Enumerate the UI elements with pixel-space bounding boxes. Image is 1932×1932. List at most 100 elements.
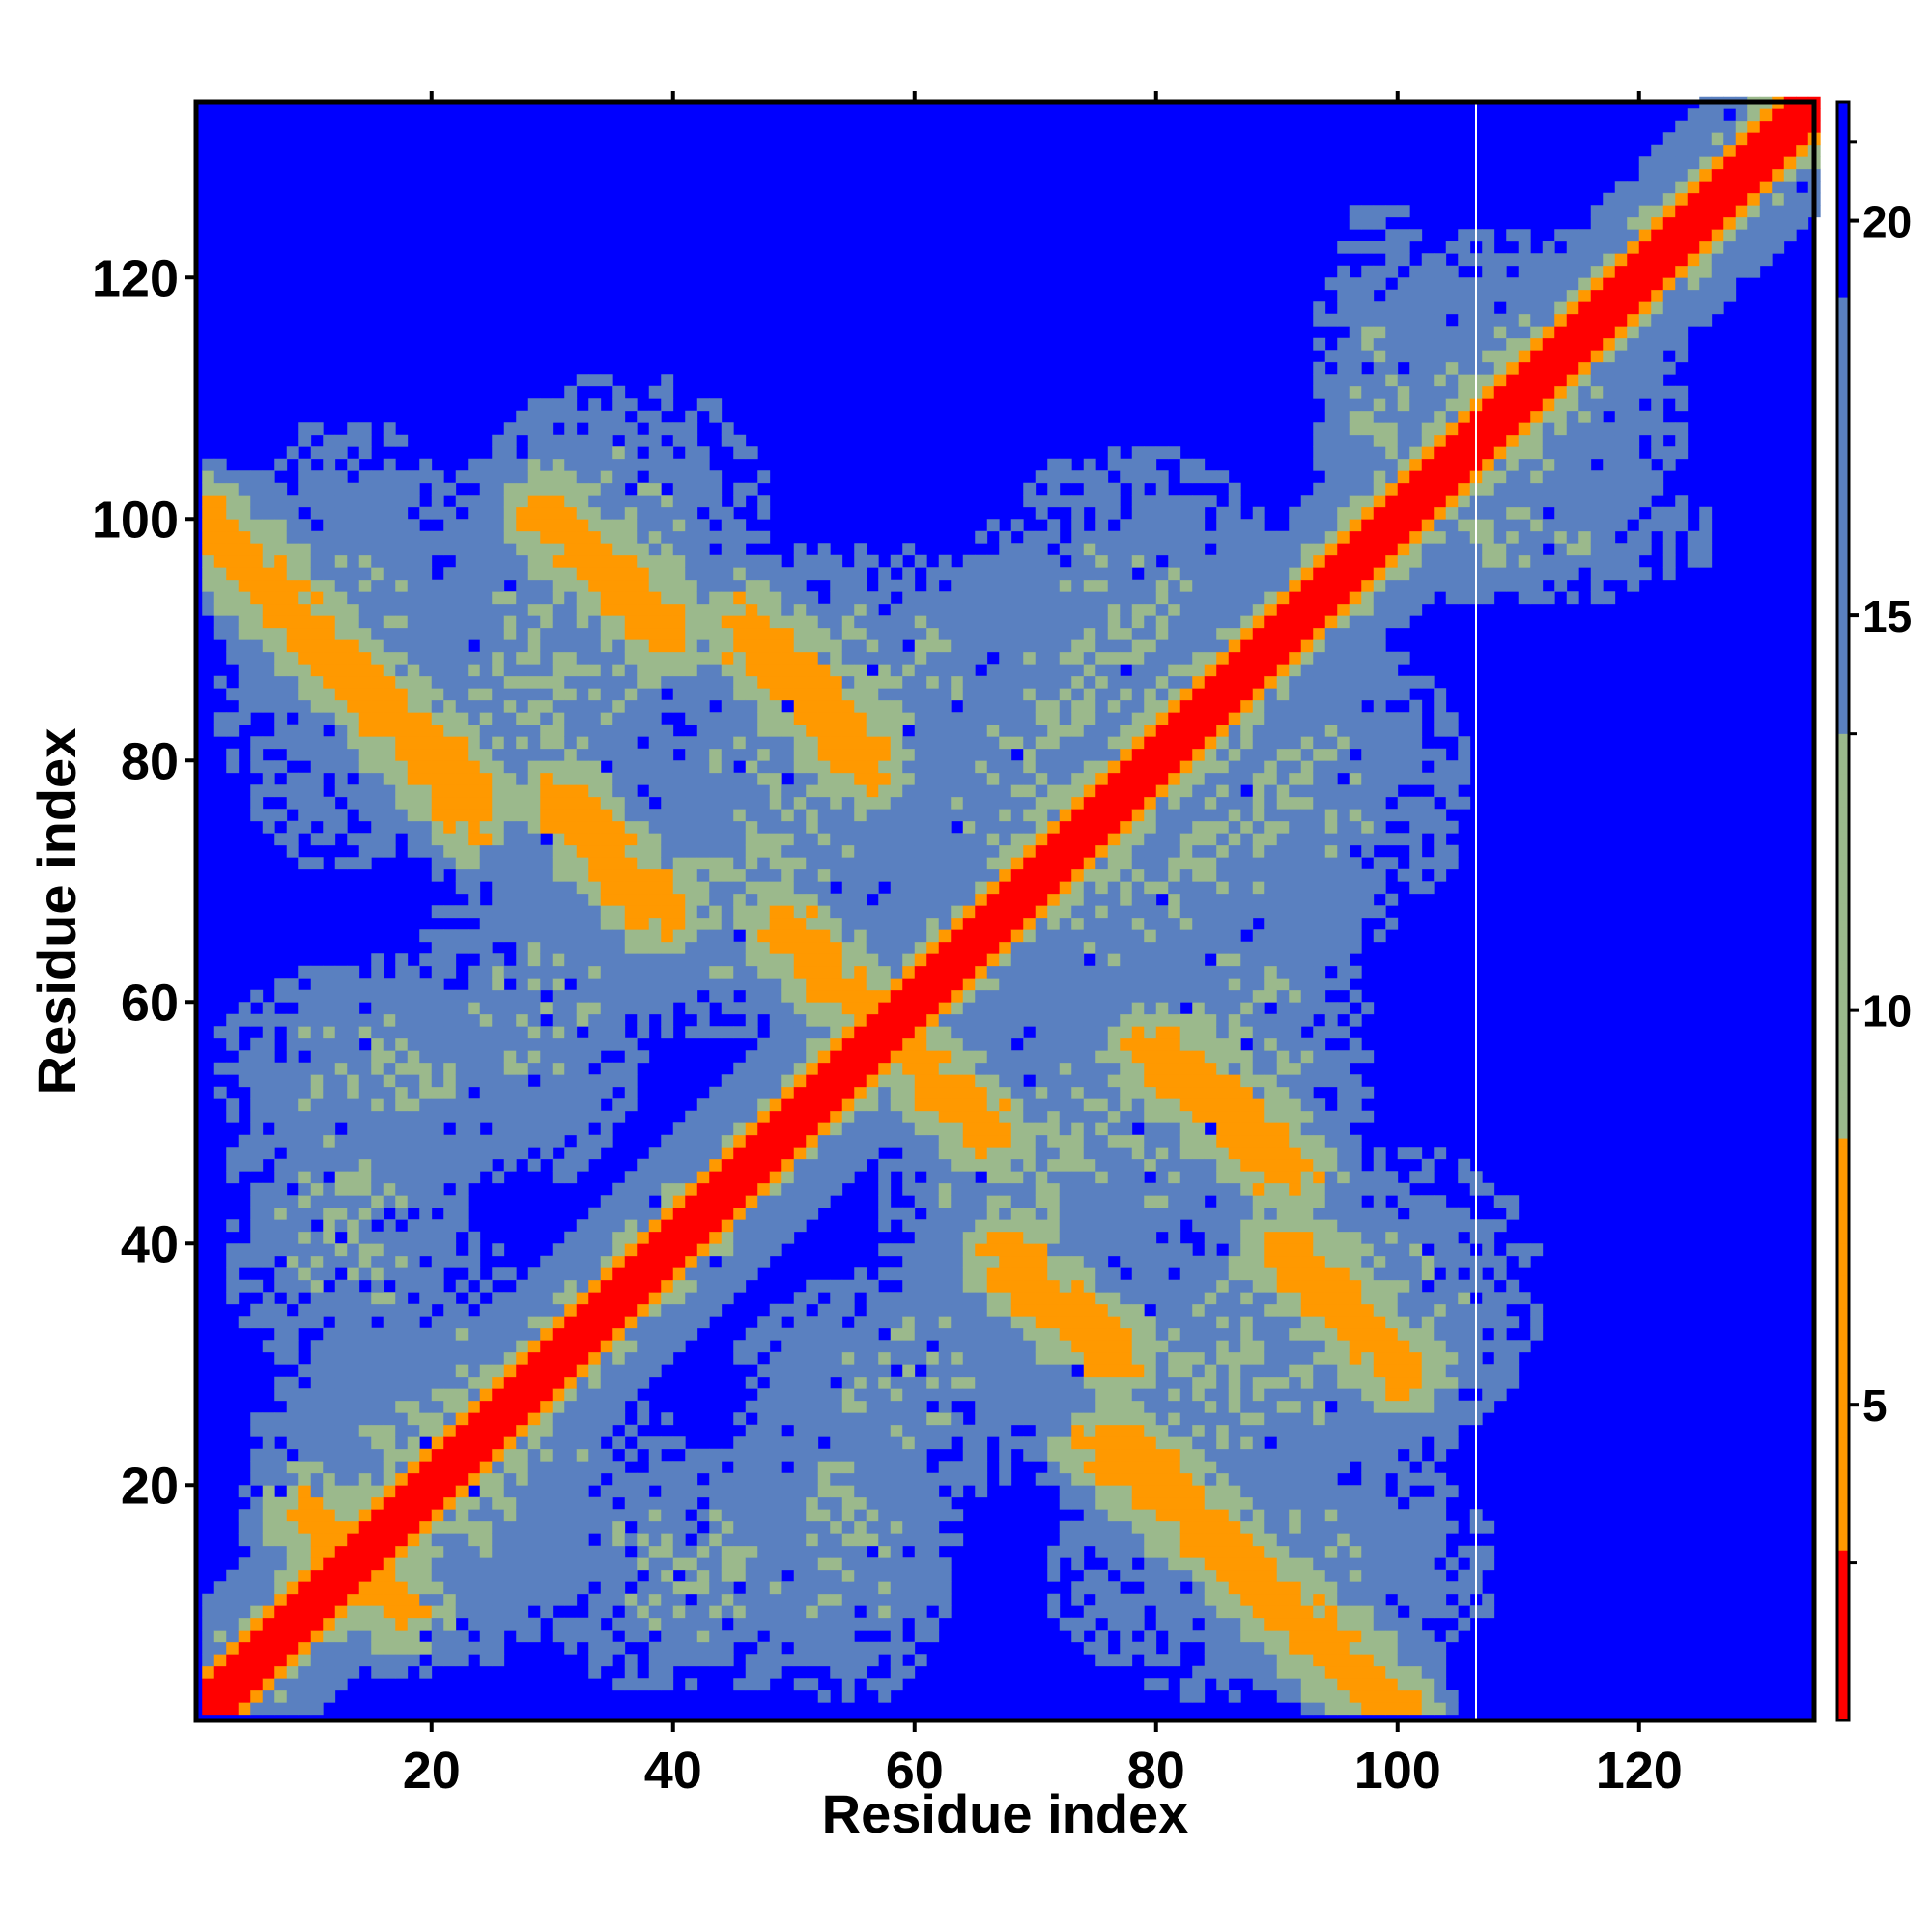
heatmap-cell	[262, 1292, 275, 1305]
heatmap-cell	[334, 1617, 348, 1631]
heatmap-cell	[492, 1110, 505, 1123]
heatmap-cell	[492, 1303, 505, 1317]
heatmap-cell	[721, 724, 734, 737]
heatmap-cell	[817, 664, 831, 677]
heatmap-cell	[552, 1316, 565, 1329]
heatmap-cell	[696, 941, 710, 954]
heatmap-cell	[443, 833, 457, 846]
heatmap-cell	[334, 567, 348, 581]
heatmap-cell	[431, 1400, 444, 1413]
heatmap-cell	[395, 1340, 409, 1353]
heatmap-cell	[383, 1605, 396, 1619]
heatmap-cell	[709, 1509, 723, 1522]
heatmap-cell	[661, 1340, 674, 1353]
heatmap-cell	[564, 1002, 578, 1015]
heatmap-cell	[817, 1050, 831, 1064]
heatmap-cell	[358, 1520, 372, 1534]
heatmap-cell	[733, 868, 747, 882]
heatmap-cell	[492, 675, 505, 689]
heatmap-cell	[419, 458, 433, 471]
heatmap-cell	[262, 1050, 275, 1064]
heatmap-cell	[479, 458, 493, 471]
heatmap-cell	[745, 893, 758, 906]
heatmap-cell	[383, 724, 396, 737]
heatmap-cell	[323, 1641, 336, 1655]
heatmap-cell	[612, 1617, 626, 1631]
heatmap-cell	[612, 1461, 626, 1474]
heatmap-cell	[383, 1496, 396, 1510]
heatmap-cell	[286, 1485, 299, 1498]
heatmap-cell	[733, 543, 747, 556]
heatmap-cell	[516, 530, 529, 544]
heatmap-cell	[250, 1424, 264, 1437]
heatmap-cell	[540, 434, 554, 447]
heatmap-cell	[503, 1424, 517, 1437]
heatmap-cell	[672, 868, 686, 882]
heatmap-cell	[310, 699, 324, 713]
heatmap-cell	[902, 736, 916, 750]
heatmap-cell	[431, 1412, 444, 1426]
heatmap-cell	[576, 1376, 589, 1389]
heatmap-cell	[600, 664, 613, 677]
heatmap-cell	[250, 989, 264, 1003]
heatmap-cell	[890, 1013, 903, 1027]
heatmap-cell	[298, 1316, 312, 1329]
heatmap-cell	[902, 1424, 916, 1437]
heatmap-cell	[757, 1255, 771, 1268]
heatmap-cell	[866, 1654, 879, 1667]
heatmap-cell	[503, 1436, 517, 1450]
heatmap-cell	[468, 748, 481, 761]
heatmap-cell	[286, 1026, 299, 1039]
heatmap-cell	[371, 1110, 384, 1123]
heatmap-cell	[347, 554, 360, 568]
heatmap-cell	[637, 760, 650, 774]
heatmap-cell	[769, 567, 782, 581]
heatmap-cell	[468, 543, 481, 556]
heatmap-cell	[564, 1267, 578, 1281]
heatmap-cell	[696, 1255, 710, 1268]
heatmap-cell	[334, 1303, 348, 1317]
heatmap-cell	[830, 953, 843, 967]
heatmap-cell	[793, 1316, 807, 1329]
heatmap-cell	[347, 422, 360, 436]
heatmap-cell	[806, 881, 819, 895]
heatmap-cell	[817, 615, 831, 629]
heatmap-cell	[286, 1702, 299, 1716]
heatmap-cell	[286, 1678, 299, 1691]
heatmap-cell	[685, 868, 698, 882]
heatmap-cell	[274, 1630, 288, 1643]
heatmap-cell	[878, 1050, 892, 1064]
heatmap-cell	[371, 651, 384, 665]
heatmap-cell	[781, 989, 795, 1003]
heatmap-cell	[310, 1292, 324, 1305]
heatmap-cell	[516, 1376, 529, 1389]
heatmap-cell	[830, 664, 843, 677]
heatmap-cell	[733, 1243, 747, 1257]
heatmap-cell	[371, 1267, 384, 1281]
heatmap-cell	[757, 1122, 771, 1136]
heatmap-cell	[527, 1388, 541, 1402]
heatmap-cell	[286, 1665, 299, 1679]
heatmap-cell	[540, 591, 554, 605]
heatmap-cell	[564, 748, 578, 761]
heatmap-cell	[347, 1122, 360, 1136]
heatmap-cell	[672, 1122, 686, 1136]
heatmap-cell	[757, 1533, 771, 1547]
heatmap-cell	[757, 820, 771, 834]
heatmap-cell	[250, 1690, 264, 1703]
heatmap-cell	[685, 567, 698, 581]
heatmap-cell	[323, 1690, 336, 1703]
heatmap-cell	[890, 1002, 903, 1015]
heatmap-cell	[672, 1316, 686, 1329]
heatmap-cell	[648, 1654, 662, 1667]
heatmap-cell	[347, 688, 360, 701]
heatmap-cell	[721, 965, 734, 979]
heatmap-cell	[648, 784, 662, 798]
heatmap-cell	[262, 1110, 275, 1123]
heatmap-cell	[624, 1605, 638, 1619]
heatmap-cell	[806, 760, 819, 774]
heatmap-cell	[286, 1690, 299, 1703]
heatmap-cell	[588, 905, 602, 919]
heatmap-cell	[479, 760, 493, 774]
heatmap-cell	[709, 688, 723, 701]
